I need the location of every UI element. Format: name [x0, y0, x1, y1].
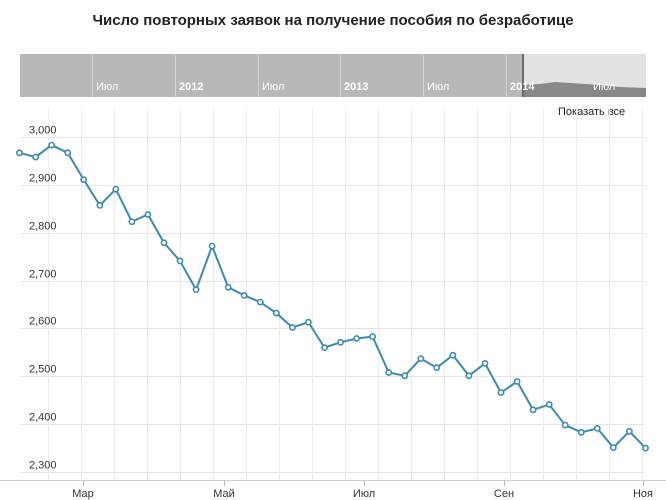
data-point[interactable] — [128, 218, 136, 226]
data-point[interactable] — [288, 324, 296, 331]
data-point[interactable] — [337, 338, 344, 346]
data-point[interactable] — [176, 257, 184, 265]
data-point[interactable] — [192, 286, 200, 294]
data-point[interactable] — [449, 351, 457, 359]
navigator-label: 2012 — [179, 81, 203, 93]
y-tick-label: 2,400 — [29, 412, 57, 424]
data-point[interactable] — [593, 424, 601, 432]
data-point[interactable] — [385, 369, 393, 376]
data-point[interactable] — [64, 149, 72, 157]
data-point[interactable] — [513, 378, 521, 385]
data-point[interactable] — [321, 344, 328, 351]
navigator-label: Июл — [427, 81, 449, 93]
data-point[interactable] — [32, 153, 39, 161]
data-point[interactable] — [433, 364, 441, 372]
navigator-area — [523, 82, 646, 97]
data-point[interactable] — [497, 389, 505, 396]
y-tick-label: 3,000 — [29, 125, 57, 137]
data-point[interactable] — [481, 359, 489, 367]
x-tick-label: Май — [213, 488, 235, 500]
data-point[interactable] — [577, 428, 585, 436]
data-point[interactable] — [353, 335, 360, 342]
data-point[interactable] — [626, 427, 633, 435]
data-point[interactable] — [112, 185, 120, 193]
data-point[interactable] — [256, 298, 264, 306]
data-point[interactable] — [642, 444, 649, 452]
data-point[interactable] — [208, 242, 216, 250]
data-point[interactable] — [304, 318, 312, 326]
y-tick-label: 2,500 — [29, 364, 57, 376]
navigator-label: Июл — [262, 81, 284, 93]
data-point[interactable] — [144, 211, 152, 218]
x-tick-label: Мар — [72, 488, 94, 500]
range-navigator[interactable]: Июл 2012 Июл 2013 Июл 2014 Июл — [20, 54, 646, 97]
navigator-label: 2014 — [510, 81, 535, 93]
data-point[interactable] — [401, 372, 409, 380]
navigator-label: Июл — [96, 81, 118, 93]
y-tick-label: 2,700 — [29, 269, 57, 281]
data-point[interactable] — [545, 401, 553, 408]
data-point[interactable] — [80, 176, 88, 183]
show-all-button[interactable]: Показать все — [558, 106, 626, 118]
data-point[interactable] — [240, 291, 248, 299]
data-point[interactable] — [529, 406, 537, 414]
data-point[interactable] — [369, 333, 376, 340]
data-point[interactable] — [417, 355, 425, 362]
data-point[interactable] — [160, 239, 168, 247]
data-point[interactable] — [465, 372, 473, 380]
data-point[interactable] — [16, 149, 23, 157]
y-tick-label: 2,800 — [29, 221, 57, 233]
data-point[interactable] — [610, 444, 617, 451]
x-tick-label: Сен — [494, 488, 514, 500]
data-point[interactable] — [224, 283, 232, 291]
chart-title: Число повторных заявок на получение посо… — [92, 12, 574, 29]
x-tick-label: Июл — [353, 488, 375, 500]
y-tick-label: 2,300 — [29, 460, 57, 472]
series-line — [19, 143, 647, 450]
y-tick-label: 2,900 — [29, 173, 57, 185]
y-tick-label: 2,600 — [29, 316, 57, 328]
data-point[interactable] — [561, 421, 569, 429]
data-point[interactable] — [272, 309, 280, 317]
navigator-label: Июл — [593, 81, 615, 93]
x-tick-label: Ноя — [633, 488, 653, 500]
data-point[interactable] — [48, 141, 55, 149]
navigator-label: 2013 — [344, 81, 368, 93]
data-point[interactable] — [96, 201, 104, 209]
